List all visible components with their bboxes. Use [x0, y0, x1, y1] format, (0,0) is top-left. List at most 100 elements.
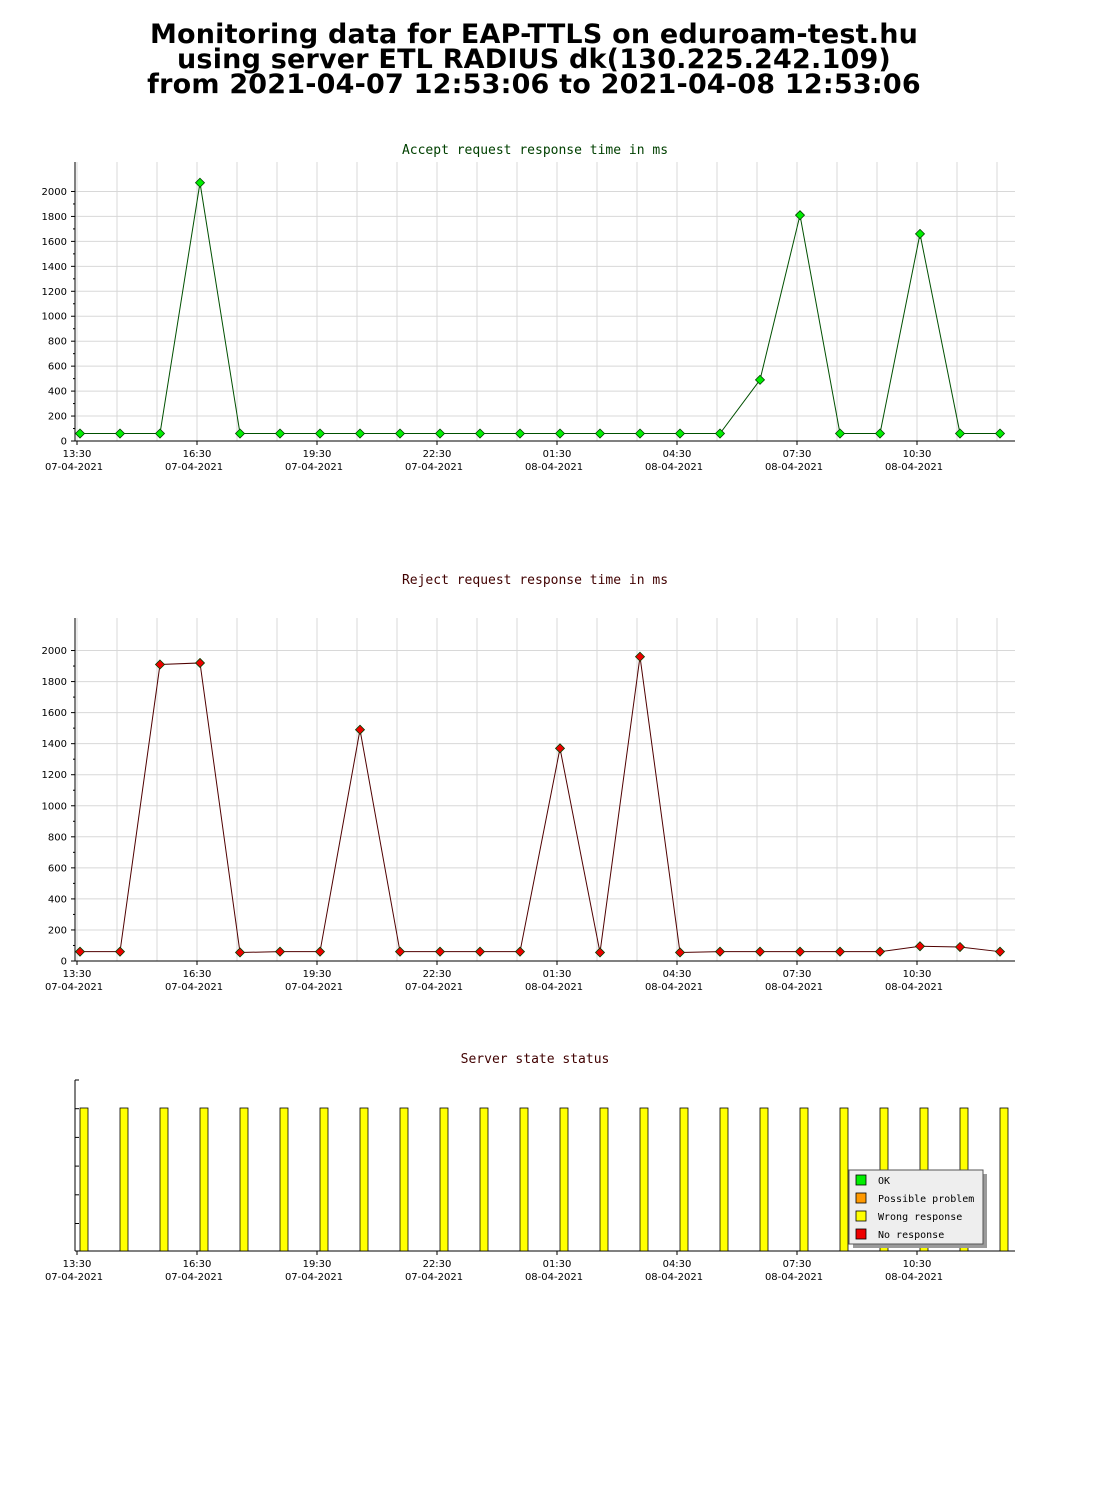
data-point	[994, 428, 1006, 439]
data-point	[594, 428, 606, 439]
data-point	[154, 428, 166, 439]
data-point	[74, 428, 86, 439]
y-tick-label: 1000	[42, 312, 67, 323]
x-tick-time: 13:30	[63, 449, 92, 460]
data-point	[874, 428, 886, 439]
data-point	[674, 947, 686, 958]
data-point	[194, 657, 206, 669]
x-tick-date: 07-04-2021	[285, 462, 343, 473]
y-tick-label: 1600	[42, 237, 67, 248]
x-tick-time: 22:30	[423, 449, 452, 460]
x-tick-date: 08-04-2021	[765, 462, 823, 473]
data-point	[434, 946, 446, 957]
data-point	[74, 946, 86, 957]
y-tick-label: 1200	[42, 770, 67, 781]
series-line	[80, 182, 1000, 435]
data-point	[754, 946, 766, 957]
x-tick-time: 07:30	[783, 449, 812, 460]
x-tick-time: 22:30	[423, 969, 452, 980]
x-tick-time: 10:30	[903, 969, 932, 980]
data-point	[834, 428, 846, 439]
y-tick-label: 600	[48, 863, 67, 874]
x-tick-date: 08-04-2021	[645, 1272, 703, 1283]
accept-response-chart: Accept request response time in ms 0 200 40…	[42, 143, 1015, 473]
legend-label: Possible problem	[878, 1194, 974, 1205]
status-bar	[519, 1107, 529, 1252]
x-tick-date: 08-04-2021	[885, 1272, 943, 1283]
x-tick-time: 22:30	[423, 1259, 452, 1270]
x-tick-date: 07-04-2021	[165, 1272, 223, 1283]
y-tick-label: 2000	[42, 646, 67, 657]
legend-swatch	[855, 1174, 867, 1186]
status-bar	[79, 1107, 89, 1252]
data-point	[234, 947, 246, 958]
chart-title: Reject request response time in ms	[402, 573, 668, 588]
x-tick-time: 01:30	[543, 969, 572, 980]
data-point	[634, 428, 646, 439]
data-point	[154, 659, 166, 670]
data-point	[314, 946, 326, 957]
x-tick-time: 01:30	[543, 449, 572, 460]
x-tick-time: 16:30	[183, 1259, 212, 1270]
data-point	[914, 941, 926, 952]
y-tick-label: 400	[48, 387, 67, 398]
page-title: Monitoring data for EAP-TTLS on eduroam-…	[0, 19, 1068, 100]
data-point	[194, 177, 206, 188]
x-tick-time: 13:30	[63, 1259, 92, 1270]
legend-label: OK	[878, 1176, 890, 1187]
data-point	[994, 946, 1006, 957]
x-tick-date: 08-04-2021	[525, 1272, 583, 1283]
x-tick-date: 07-04-2021	[165, 462, 223, 473]
x-tick-date: 08-04-2021	[525, 462, 583, 473]
data-point	[554, 743, 566, 754]
x-tick-date: 07-04-2021	[405, 462, 463, 473]
status-bar	[679, 1107, 689, 1252]
data-point	[514, 946, 526, 957]
title-line-1: Monitoring data for EAP-TTLS on eduroam-…	[149, 19, 919, 50]
status-bar	[159, 1107, 169, 1252]
status-bar	[639, 1107, 649, 1252]
y-tick-label: 1800	[42, 212, 67, 223]
data-point	[274, 946, 286, 957]
x-tick-time: 16:30	[183, 449, 212, 460]
title-line-3: from 2021-04-07 12:53:06 to 2021-04-08 1…	[147, 69, 921, 100]
y-tick-label: 600	[48, 362, 67, 373]
y-tick-label: 1600	[42, 708, 67, 719]
title-line-2: using server ETL RADIUS dk(130.225.242.1…	[177, 44, 891, 75]
x-tick-time: 10:30	[903, 1259, 932, 1270]
server-state-chart: Server state status 13:30 07-04-2021 16:30 0…	[45, 1052, 1015, 1283]
legend-swatch	[855, 1228, 867, 1240]
y-tick-label: 200	[48, 925, 67, 936]
x-tick-date: 08-04-2021	[885, 462, 943, 473]
x-tick-time: 04:30	[663, 449, 692, 460]
x-tick-date: 08-04-2021	[765, 1272, 823, 1283]
status-bar	[839, 1107, 849, 1252]
status-bar	[559, 1107, 569, 1252]
data-point	[954, 428, 966, 439]
legend-label: No response	[878, 1230, 944, 1241]
y-tick-label: 1000	[42, 801, 67, 812]
x-tick-time: 07:30	[783, 969, 812, 980]
status-bar	[799, 1107, 809, 1252]
status-bar	[319, 1107, 329, 1252]
y-tick-label: 1200	[42, 287, 67, 298]
data-point	[834, 946, 846, 957]
legend	[848, 1169, 984, 1245]
data-point	[794, 210, 806, 221]
data-point	[634, 651, 646, 662]
x-tick-date: 07-04-2021	[45, 462, 103, 473]
status-bar	[719, 1107, 729, 1252]
status-bar	[479, 1107, 489, 1252]
reject-response-chart: Reject request response time in ms 0 200 40…	[42, 573, 1015, 993]
status-bar	[439, 1107, 449, 1252]
x-tick-date: 07-04-2021	[405, 982, 463, 993]
data-point	[714, 946, 726, 957]
data-point	[874, 946, 886, 957]
y-tick-label: 200	[48, 412, 67, 423]
x-tick-time: 19:30	[303, 449, 332, 460]
y-tick-label: 800	[48, 337, 67, 348]
status-bar	[239, 1107, 249, 1252]
x-tick-date: 07-04-2021	[45, 982, 103, 993]
data-point	[114, 428, 126, 439]
